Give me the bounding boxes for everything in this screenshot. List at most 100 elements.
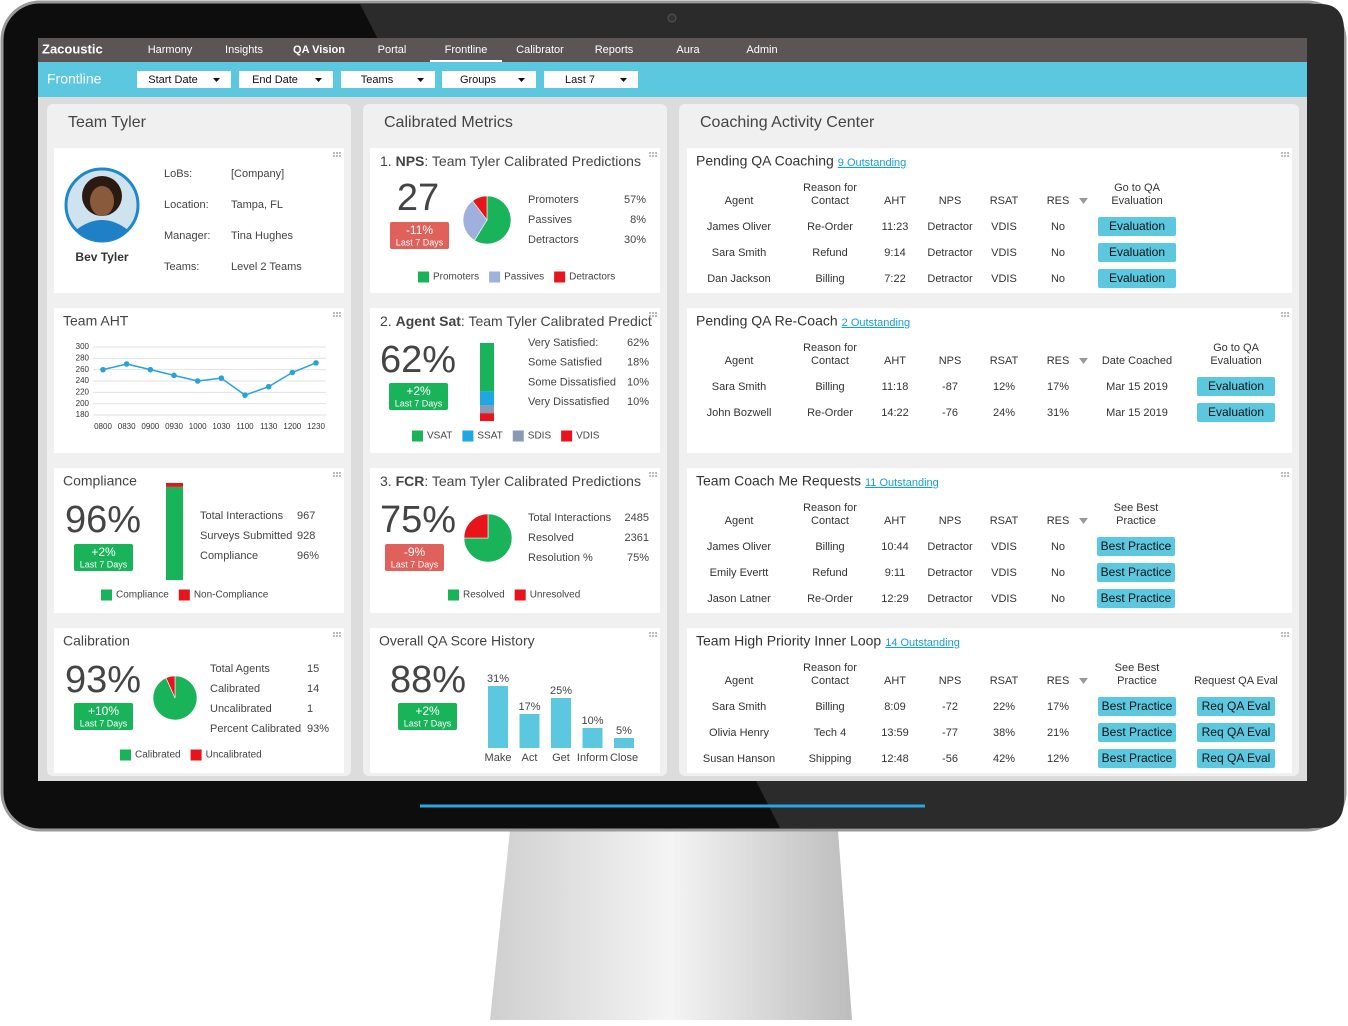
action-button-label[interactable]: Evaluation	[1109, 245, 1165, 259]
table-cell: Refund	[812, 567, 847, 579]
table-cell: -87	[942, 381, 958, 393]
dropdown-arrow	[620, 78, 627, 82]
action-button-label[interactable]: Evaluation	[1109, 271, 1165, 285]
filter-dropdown[interactable]	[239, 71, 333, 88]
filter-dropdown[interactable]	[341, 71, 435, 88]
dropdown-arrow	[518, 78, 525, 82]
card-grip	[1281, 472, 1283, 474]
table-cell: Detractor	[927, 567, 973, 579]
card-grip	[339, 315, 341, 317]
legend-label: Non-Compliance	[194, 590, 269, 601]
profile-field-label: Teams:	[164, 261, 199, 273]
action-button-label[interactable]: Evaluation	[1208, 379, 1264, 393]
card-grip	[1287, 152, 1289, 154]
action-button-label[interactable]: Best Practice	[1102, 725, 1173, 739]
action-button-label[interactable]: Best Practice	[1101, 565, 1172, 579]
action-button[interactable]	[1197, 697, 1275, 716]
sort-arrow[interactable]	[1079, 198, 1088, 204]
stat-label: Surveys Submitted	[200, 530, 292, 542]
legend-swatch	[512, 430, 524, 442]
card-title: Calibration	[63, 633, 130, 649]
column-header-box: Agent	[725, 515, 754, 527]
outstanding-link[interactable]: 9 Outstanding	[838, 157, 907, 169]
table-cell: Detractor	[927, 247, 973, 259]
action-button[interactable]	[1097, 537, 1175, 556]
legend-label: SSAT	[477, 431, 502, 442]
filter-dropdown[interactable]	[544, 71, 638, 88]
change-period: Last 7 Days	[395, 398, 443, 408]
change-value: -11%	[406, 223, 433, 237]
outstanding-link[interactable]: 2 Outstanding	[842, 317, 911, 329]
action-button-label[interactable]: Best Practice	[1102, 751, 1173, 765]
card	[687, 148, 1292, 293]
column-header-box: RSAT	[962, 338, 1046, 368]
bar-value-label: 25%	[550, 685, 572, 697]
action-button[interactable]	[1097, 589, 1175, 608]
card	[370, 628, 660, 773]
nav-item[interactable]: Portal	[378, 44, 407, 56]
camera	[667, 13, 677, 23]
action-button[interactable]	[1098, 217, 1176, 236]
card-grip	[333, 472, 335, 474]
y-tick-label: 300	[76, 342, 90, 351]
nav-item[interactable]: Reports	[595, 44, 634, 56]
table-cell: John Bozwell	[707, 407, 772, 419]
action-button-label[interactable]: Best Practice	[1102, 699, 1173, 713]
filter-dropdown[interactable]	[442, 71, 536, 88]
stat-label: Percent Calibrated	[210, 723, 301, 735]
card-grip	[333, 475, 335, 477]
action-button[interactable]	[1097, 563, 1175, 582]
title-metric: Agent Sat	[396, 313, 462, 329]
filter-label: End Date	[252, 74, 298, 86]
table-cell: Sara Smith	[712, 381, 766, 393]
table-cell: Billing	[815, 541, 844, 553]
table-cell: Dan Jackson	[707, 273, 771, 285]
action-button[interactable]	[1098, 243, 1176, 262]
action-button-label[interactable]: Best Practice	[1101, 539, 1172, 553]
table-cell: Susan Hanson	[703, 753, 775, 765]
card-title: 1. NPS: Team Tyler Calibrated Prediction…	[380, 153, 641, 169]
card-grip	[336, 152, 338, 154]
brand[interactable]: Zacoustic	[42, 41, 103, 56]
nav-item[interactable]: QA Vision	[293, 44, 345, 56]
nav-item[interactable]: Harmony	[148, 44, 193, 56]
nav-item[interactable]: Insights	[225, 44, 263, 56]
stat-label: Total Interactions	[528, 512, 612, 524]
y-tick-label: 220	[76, 387, 90, 396]
card-grip	[649, 152, 651, 154]
sort-arrow[interactable]	[1079, 518, 1088, 524]
column-header-box: RES	[1016, 658, 1100, 688]
nav-item[interactable]: Admin	[746, 44, 777, 56]
card-grip	[649, 315, 651, 317]
action-button-label[interactable]: Evaluation	[1109, 219, 1165, 233]
action-button[interactable]	[1098, 749, 1176, 768]
action-button-label[interactable]: Req QA Eval	[1202, 699, 1271, 713]
filter-dropdown[interactable]	[137, 71, 231, 88]
action-button[interactable]	[1098, 269, 1176, 288]
action-button-label[interactable]: Evaluation	[1208, 405, 1264, 419]
legend-swatch	[489, 271, 501, 283]
column-header-box: NPS	[939, 355, 962, 367]
column-header-box: RSAT	[990, 675, 1019, 687]
sort-arrow[interactable]	[1079, 358, 1088, 364]
nav-item[interactable]: Frontline	[445, 44, 488, 56]
action-button[interactable]	[1098, 697, 1176, 716]
action-button[interactable]	[1197, 723, 1275, 742]
card-grip	[333, 635, 335, 637]
table-cell: 7:22	[884, 273, 905, 285]
action-button-label[interactable]: Req QA Eval	[1202, 751, 1271, 765]
action-button[interactable]	[1197, 377, 1275, 396]
outstanding-link[interactable]: 11 Outstanding	[865, 477, 939, 489]
action-button[interactable]	[1197, 403, 1275, 422]
nav-item[interactable]: Calibrator	[516, 44, 564, 56]
table-cell: No	[1051, 567, 1065, 579]
nav-item[interactable]: Aura	[676, 44, 700, 56]
change-badge	[74, 544, 133, 571]
action-button[interactable]	[1197, 749, 1275, 768]
action-button[interactable]	[1098, 723, 1176, 742]
action-button-label[interactable]: Req QA Eval	[1202, 725, 1271, 739]
sort-arrow[interactable]	[1079, 678, 1088, 684]
action-button-label[interactable]: Best Practice	[1101, 591, 1172, 605]
outstanding-link[interactable]: 14 Outstanding	[885, 637, 960, 649]
